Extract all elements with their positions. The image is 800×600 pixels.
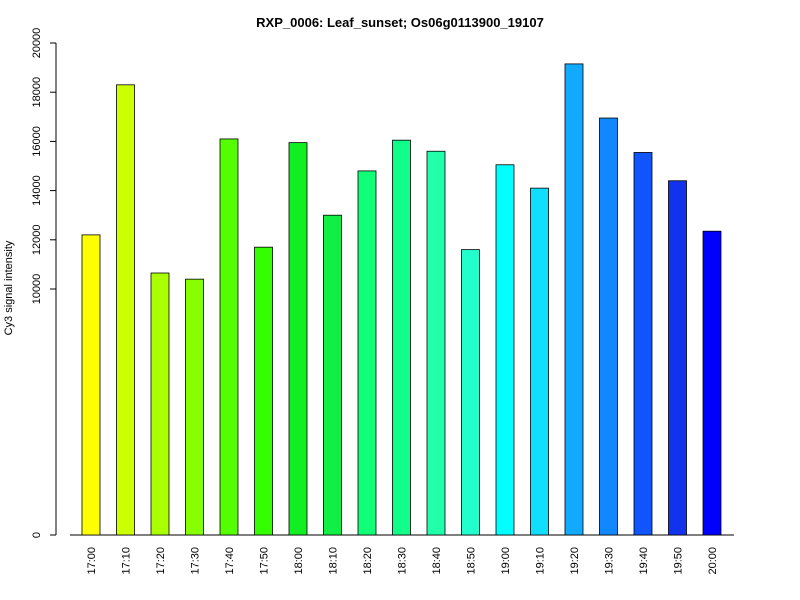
y-axis-ticks: 0 10000 12000 14000 16000 18000 20000 xyxy=(31,28,56,538)
x-axis-labels: 17:00 17:10 17:20 17:30 17:40 17:50 18:00 18:10… xyxy=(86,547,719,575)
bar-1710 xyxy=(116,84,135,536)
y-tick-label: 14000 xyxy=(31,175,43,206)
bar-1850 xyxy=(461,249,480,536)
x-tick-label: 20:00 xyxy=(707,547,719,575)
x-tick-label: 18:40 xyxy=(431,547,443,575)
bar-1740 xyxy=(219,138,239,536)
x-tick-label: 18:10 xyxy=(328,547,340,575)
bar-1700 xyxy=(81,234,101,536)
x-tick-label: 17:10 xyxy=(121,547,133,575)
x-tick-label: 19:50 xyxy=(673,547,685,575)
bar-2000 xyxy=(702,230,722,536)
x-tick-label: 17:50 xyxy=(259,547,271,575)
bar-1720 xyxy=(150,272,170,536)
x-tick-label: 19:40 xyxy=(638,547,650,575)
x-tick-label: 18:00 xyxy=(293,547,305,575)
bar-1950 xyxy=(668,180,687,536)
bar-1930 xyxy=(599,117,618,536)
x-tick-label: 19:00 xyxy=(500,547,512,575)
bar-1940 xyxy=(633,152,653,536)
bar-1730 xyxy=(185,278,204,536)
y-tick-label: 20000 xyxy=(31,28,43,59)
bar-1910 xyxy=(530,187,549,536)
x-tick-label: 19:20 xyxy=(569,547,581,575)
y-tick-label: 16000 xyxy=(31,126,43,157)
bar-1800 xyxy=(288,142,308,536)
bar-1840 xyxy=(426,150,446,536)
x-tick-label: 18:30 xyxy=(397,547,409,575)
x-tick-label: 19:30 xyxy=(604,547,616,575)
y-tick-label: 0 xyxy=(31,532,43,538)
y-axis-label: Cy3 signal intensity xyxy=(3,240,15,335)
bar-1920 xyxy=(564,63,584,536)
bar-1750 xyxy=(254,246,273,536)
bar-1900 xyxy=(495,164,515,536)
x-tick-label: 18:20 xyxy=(362,547,374,575)
x-tick-label: 17:20 xyxy=(155,547,167,575)
x-tick-label: 19:10 xyxy=(535,547,547,575)
y-tick-label: 18000 xyxy=(31,77,43,108)
x-tick-label: 17:00 xyxy=(86,547,98,575)
x-tick-label: 18:50 xyxy=(466,547,478,575)
y-tick-label: 12000 xyxy=(31,225,43,256)
bars-group xyxy=(81,63,722,536)
bar-1830 xyxy=(392,139,411,536)
y-tick-label: 10000 xyxy=(31,274,43,305)
chart-title: RXP_0006: Leaf_sunset; Os06g0113900_1910… xyxy=(256,15,544,30)
x-tick-label: 17:30 xyxy=(190,547,202,575)
bar-1810 xyxy=(323,214,342,536)
bar-1820 xyxy=(357,170,377,536)
x-tick-label: 17:40 xyxy=(224,547,236,575)
